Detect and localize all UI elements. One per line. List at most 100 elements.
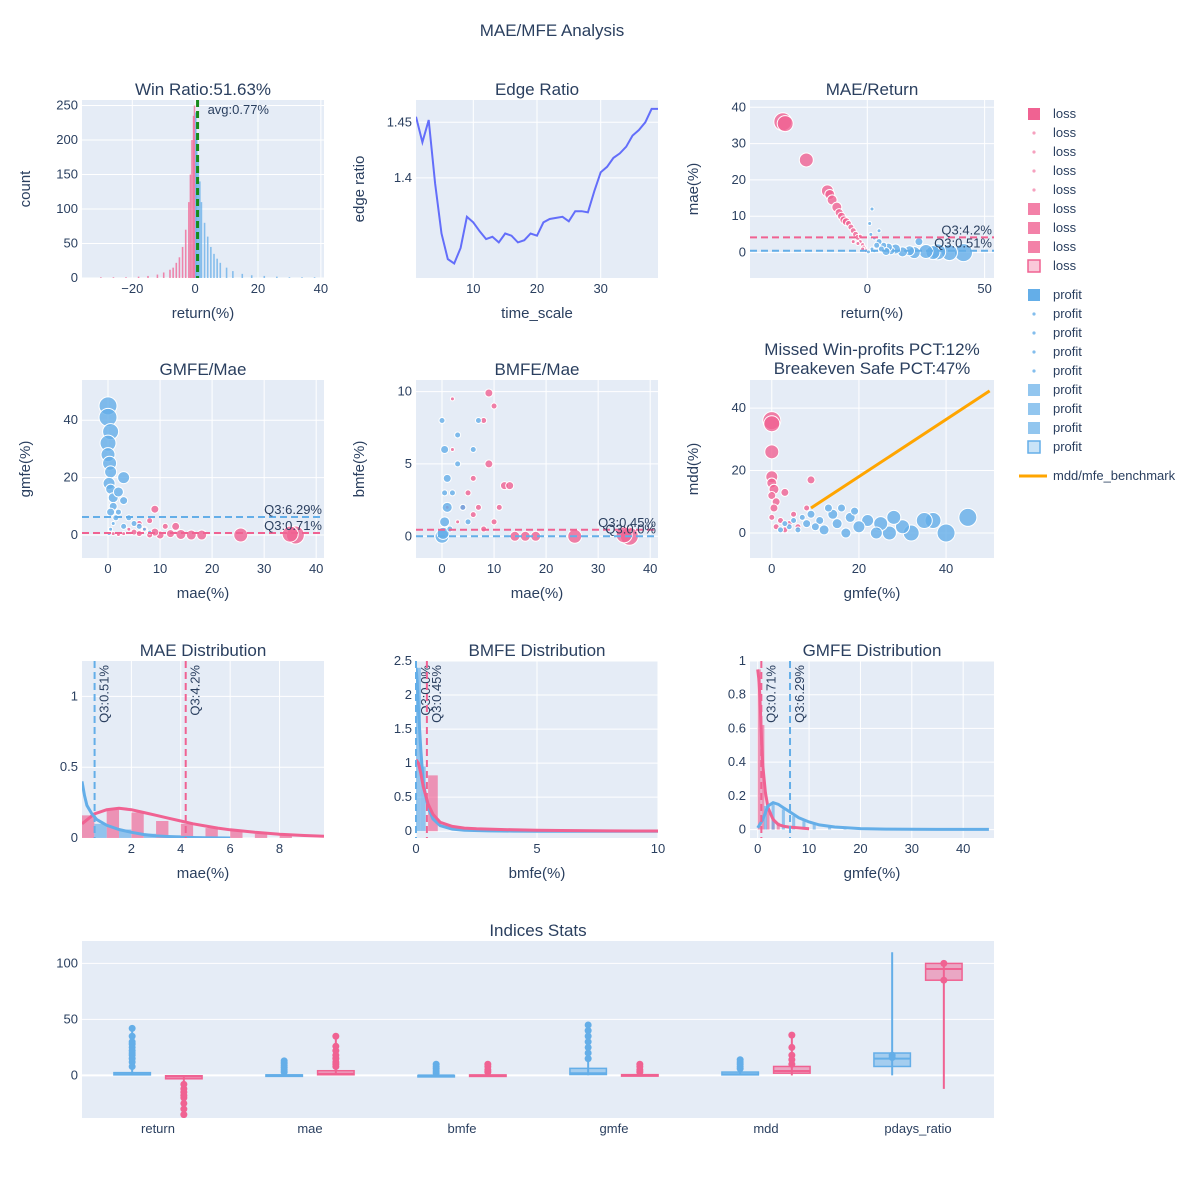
scatter-point bbox=[196, 529, 208, 541]
x-tick-label: 50 bbox=[977, 281, 991, 296]
y-tick-label: 250 bbox=[56, 98, 78, 113]
legend-item: profit bbox=[1032, 306, 1082, 321]
scatter-point bbox=[798, 513, 806, 521]
box-outlier bbox=[584, 1055, 592, 1063]
scatter-point bbox=[490, 518, 498, 526]
scatter-point bbox=[114, 508, 122, 516]
box-outlier bbox=[788, 1031, 796, 1039]
scatter-point bbox=[454, 460, 462, 468]
x-tick-label: 40 bbox=[643, 561, 657, 576]
category-label: mdd bbox=[753, 1121, 778, 1136]
x-axis-title: mae(%) bbox=[177, 585, 230, 602]
y-tick-label: 1 bbox=[71, 688, 78, 703]
y-tick-label: 2.5 bbox=[394, 653, 412, 668]
scatter-point bbox=[161, 522, 169, 530]
scatter-point bbox=[915, 512, 933, 530]
legend-label: loss bbox=[1053, 220, 1077, 235]
hist-bar bbox=[125, 277, 127, 278]
hist-bar bbox=[112, 277, 115, 278]
subplot-bmfe_dist: 0 0.5 1 1.5 2 2.5 0 5 10 BMFE Distribution bmfe(%)… bbox=[394, 641, 665, 882]
avg-label: avg:0.77% bbox=[208, 102, 270, 117]
scatter-point bbox=[895, 519, 910, 535]
scatter-point bbox=[141, 526, 147, 532]
scatter-point bbox=[798, 152, 814, 168]
scatter-point bbox=[464, 518, 472, 526]
dist-bars-profit bbox=[416, 667, 426, 832]
hist-bar bbox=[178, 257, 181, 278]
scatter-point bbox=[763, 415, 781, 433]
scatter-point bbox=[440, 444, 450, 454]
dist-bar bbox=[428, 775, 438, 832]
scatter-point bbox=[490, 402, 498, 410]
x-tick-label: 2 bbox=[128, 841, 135, 856]
scatter-point bbox=[459, 503, 467, 511]
x-tick-label: 20 bbox=[251, 281, 265, 296]
category-label: return bbox=[141, 1121, 175, 1136]
hist-bar bbox=[189, 174, 192, 278]
box-outlier bbox=[584, 1027, 592, 1035]
legend-square bbox=[1028, 241, 1040, 253]
y-tick-label: 10 bbox=[398, 384, 412, 399]
scatter-point bbox=[840, 527, 852, 539]
hist-bar bbox=[162, 272, 165, 278]
y-tick-label: 100 bbox=[56, 201, 78, 216]
dist-bar bbox=[757, 669, 761, 830]
hist-bar bbox=[219, 262, 222, 278]
legend-label: loss bbox=[1053, 163, 1077, 178]
dist-bar bbox=[119, 829, 132, 838]
legend-square-open bbox=[1027, 259, 1041, 273]
box-outlier bbox=[584, 1038, 592, 1046]
legend-label: profit bbox=[1053, 344, 1082, 359]
legend-dot bbox=[1032, 169, 1036, 173]
plot-content bbox=[82, 781, 324, 838]
legend-square bbox=[1028, 203, 1040, 215]
subplot-indices_stats: 0 50 100 Indices Stats return mae bmfe gmfe mdd p… bbox=[56, 921, 994, 1136]
x-tick-label: 0 bbox=[412, 841, 419, 856]
hist-bar bbox=[100, 277, 102, 278]
legend-square bbox=[1028, 384, 1040, 396]
legend-label: loss bbox=[1053, 144, 1077, 159]
legend-label: loss bbox=[1053, 258, 1077, 273]
scatter-point bbox=[780, 487, 790, 497]
hist-bar bbox=[206, 236, 209, 278]
y-tick-label: 0 bbox=[71, 270, 78, 285]
hist-bar bbox=[203, 222, 206, 278]
hist-bar bbox=[181, 246, 184, 278]
scatter-point bbox=[484, 459, 494, 469]
scatter-point bbox=[868, 231, 874, 237]
y-tick-label: 0.8 bbox=[728, 687, 746, 702]
scatter-point bbox=[150, 504, 160, 514]
hist-bar bbox=[137, 276, 140, 278]
x-tick-label: 0 bbox=[768, 561, 775, 576]
subplot-title: MAE Distribution bbox=[140, 641, 267, 660]
box-outlier bbox=[280, 1057, 288, 1065]
scatter-point bbox=[104, 465, 118, 479]
hist-bar bbox=[199, 181, 201, 278]
box-outlier bbox=[332, 1042, 340, 1050]
subplot-title: BMFE/Mae bbox=[494, 360, 579, 379]
y-tick-label: 2 bbox=[405, 687, 412, 702]
subplot-gmfe_mae: 0 20 40 0 10 20 30 40 GMFE/Mae mae(%) gmfe(%) Q3:6.… bbox=[17, 360, 324, 602]
dist-bar bbox=[812, 824, 816, 830]
benchmark-line bbox=[810, 389, 991, 510]
x-axis-title: return(%) bbox=[172, 305, 235, 322]
scatter-point bbox=[439, 516, 451, 528]
q3-vline-label: Q3:4.2% bbox=[188, 665, 203, 716]
scatter-point bbox=[441, 501, 453, 513]
y-tick-label: 200 bbox=[56, 132, 78, 147]
legend-item: loss bbox=[1028, 220, 1077, 235]
x-tick-label: 20 bbox=[530, 281, 544, 296]
legend-item: mdd/mfe_benchmark bbox=[1019, 468, 1176, 483]
subplot-title: Indices Stats bbox=[489, 921, 586, 940]
legend-dot bbox=[1032, 350, 1036, 354]
x-axis-title: bmfe(%) bbox=[509, 865, 566, 882]
y-axis-title: mae(%) bbox=[685, 163, 702, 216]
y-tick-label: 40 bbox=[732, 400, 746, 415]
x-tick-label: 30 bbox=[257, 561, 271, 576]
scatter-point bbox=[130, 520, 138, 528]
legend-item: loss bbox=[1027, 258, 1077, 273]
x-tick-label: 5 bbox=[533, 841, 540, 856]
scatter-point bbox=[873, 241, 881, 249]
legend-item: loss bbox=[1028, 106, 1077, 121]
scatter-point bbox=[171, 521, 181, 531]
